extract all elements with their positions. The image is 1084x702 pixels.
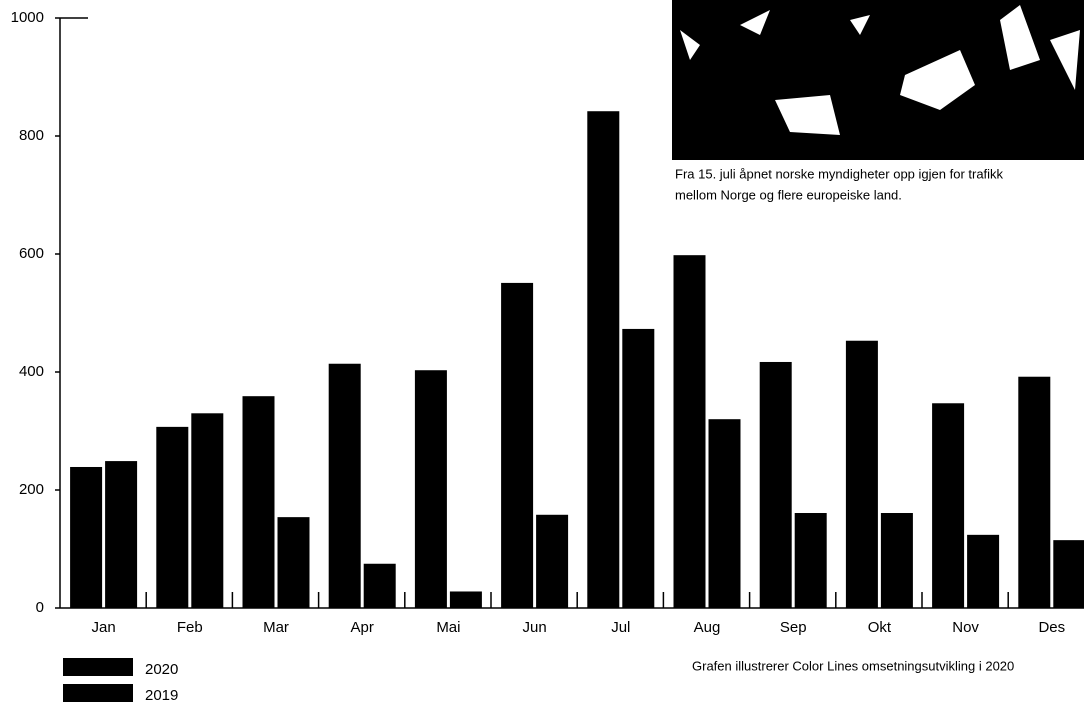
legend-swatch [63, 684, 133, 702]
x-tick-label: Apr [351, 619, 374, 636]
bar [932, 403, 965, 608]
bar [587, 111, 620, 608]
bar [105, 461, 138, 608]
x-tick-label: Okt [868, 619, 892, 636]
bar [414, 370, 447, 608]
legend-label: 2019 [145, 687, 178, 702]
x-tick-label: Nov [952, 619, 979, 636]
bar [191, 413, 224, 608]
x-tick-label: Jan [92, 619, 116, 636]
bar [759, 361, 792, 608]
y-tick-label: 0 [36, 599, 44, 616]
bar [1053, 540, 1084, 608]
caption-line: Fra 15. juli åpnet norske myndigheter op… [675, 166, 1004, 181]
y-tick-label: 600 [19, 245, 44, 262]
y-tick-label: 800 [19, 127, 44, 144]
legend-label: 2020 [145, 661, 178, 678]
bar [845, 340, 878, 608]
bar [277, 517, 310, 608]
legend-swatch [63, 658, 133, 676]
bar [622, 328, 655, 608]
bar [708, 419, 741, 608]
bar [449, 591, 482, 608]
x-tick-label: Aug [694, 619, 721, 636]
x-tick-label: Feb [177, 619, 203, 636]
y-tick-label: 200 [19, 481, 44, 498]
x-tick-label: Jul [611, 619, 630, 636]
x-tick-label: Des [1038, 619, 1065, 636]
bar [1018, 376, 1051, 608]
bar [794, 513, 827, 608]
bar [501, 282, 534, 608]
x-tick-label: Mar [263, 619, 289, 636]
bar [536, 514, 569, 608]
bar [967, 534, 1000, 608]
note: Grafen illustrerer Color Lines omsetning… [692, 658, 1014, 673]
photo [672, 0, 1084, 160]
bar [70, 466, 103, 608]
bar [363, 563, 396, 608]
x-tick-label: Sep [780, 619, 807, 636]
caption-line: mellom Norge og flere europeiske land. [675, 187, 902, 202]
x-tick-label: Mai [436, 619, 460, 636]
bar [880, 513, 913, 608]
bar [156, 426, 189, 608]
y-tick-label: 1000 [11, 9, 44, 26]
y-tick-label: 400 [19, 363, 44, 380]
bar [242, 396, 275, 608]
bar [328, 363, 361, 608]
x-tick-label: Jun [523, 619, 547, 636]
bar [673, 255, 706, 608]
